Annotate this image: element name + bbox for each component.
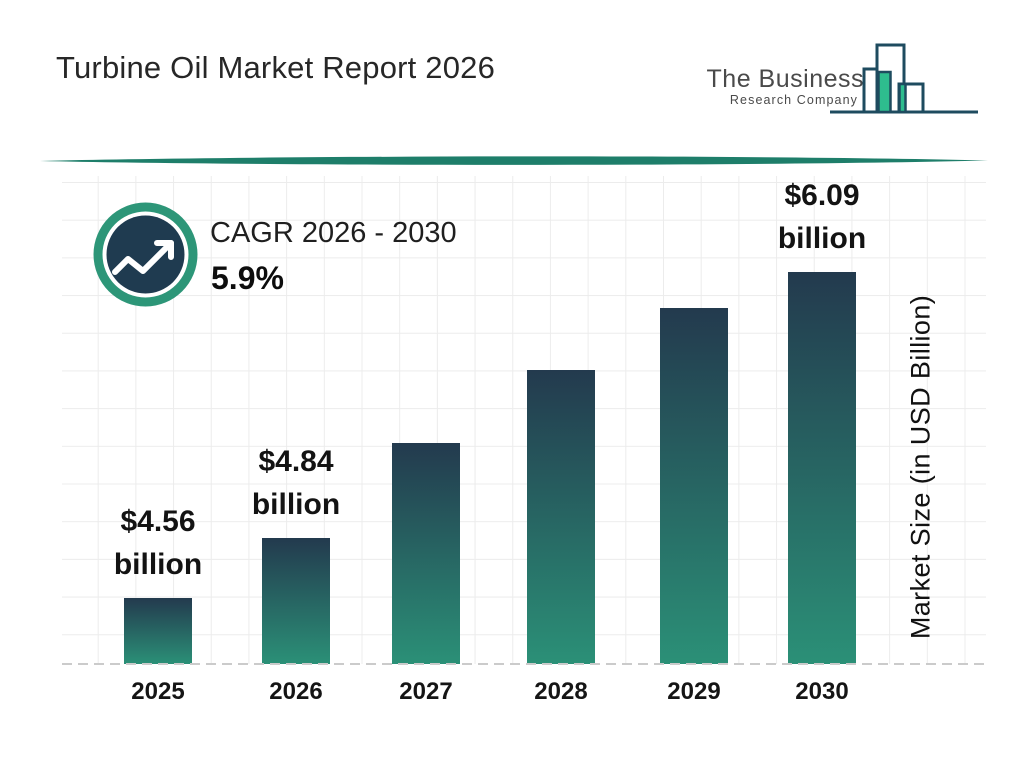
x-axis-baseline [62, 663, 986, 665]
logo-company-subname: Research Company [729, 93, 858, 107]
bar-2028 [527, 370, 595, 664]
bar-2026 [262, 538, 330, 664]
cagr-period-label: CAGR 2026 - 2030 [210, 217, 457, 249]
x-tick-2027: 2027 [399, 678, 453, 705]
bar-2027 [392, 443, 460, 664]
divider-line [40, 156, 988, 165]
x-tick-2026: 2026 [269, 678, 323, 705]
page-title: Turbine Oil Market Report 2026 [56, 50, 496, 85]
y-axis-title: Market Size (in USD Billion) [905, 294, 936, 640]
value-label-2025: $4.56 billion [113, 505, 203, 581]
trend-up-badge-icon [93, 202, 198, 307]
bar-2029 [660, 308, 728, 664]
x-tick-2030: 2030 [795, 678, 849, 705]
cagr-value: 5.9% [211, 260, 284, 296]
bar-2025 [124, 598, 192, 664]
chart-plot-area: $4.56 billion $4.84 billion $6.09 billion [62, 176, 986, 664]
value-label-2030: $6.09 billion [777, 179, 867, 255]
logo-company-name: The Business [706, 65, 864, 93]
bar-skyline-logo-icon [830, 43, 978, 114]
value-label-2026: $4.84 billion [251, 445, 341, 521]
x-tick-2025: 2025 [131, 678, 185, 705]
bar-2030 [788, 272, 856, 664]
x-tick-2028: 2028 [534, 678, 588, 705]
logo-wordmark: The Business Research Company [700, 65, 864, 108]
x-tick-2029: 2029 [667, 678, 721, 705]
